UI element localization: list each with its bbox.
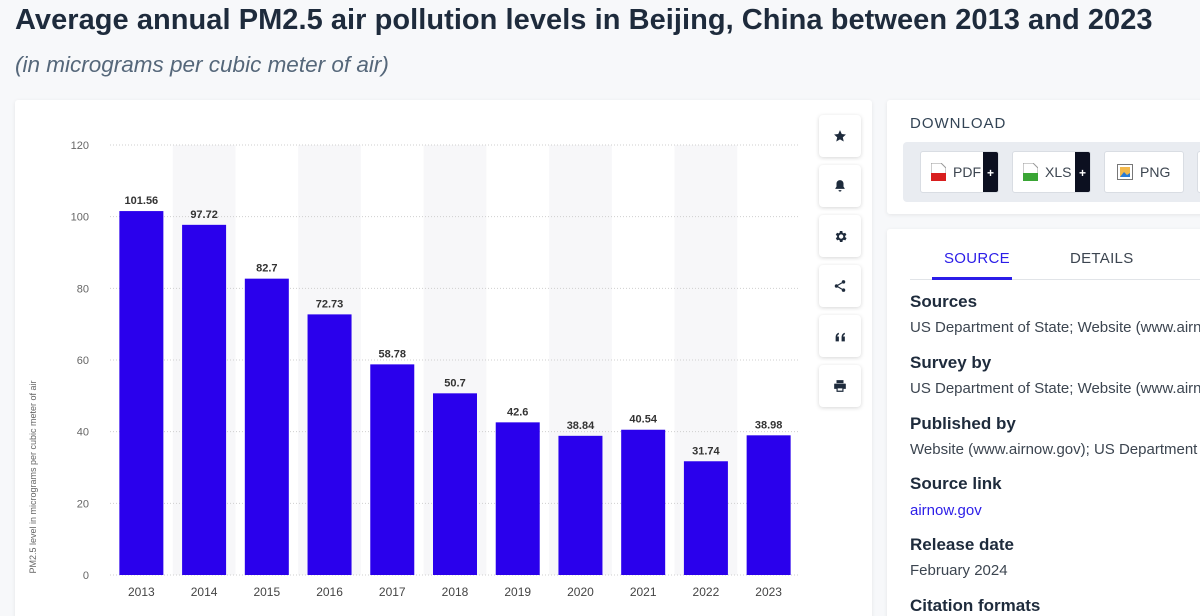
x-tick-label: 2019 <box>504 585 531 599</box>
bar <box>244 278 289 575</box>
bar-value-label: 97.72 <box>190 209 218 221</box>
bar <box>307 314 352 575</box>
sources-value: US Department of State; Website (www.air… <box>910 319 1200 336</box>
y-tick-label: 100 <box>71 212 89 224</box>
y-tick-label: 0 <box>83 570 89 582</box>
bar-value-label: 38.98 <box>755 419 783 431</box>
y-tick-label: 40 <box>77 427 89 439</box>
x-tick-label: 2013 <box>128 585 155 599</box>
y-tick-label: 120 <box>71 140 89 152</box>
bar <box>495 422 540 575</box>
page-subtitle: (in micrograms per cubic meter of air) <box>15 52 389 77</box>
xls-label: XLS <box>1045 164 1072 180</box>
bar <box>433 393 477 575</box>
published-heading: Published by <box>910 414 1016 433</box>
bar-value-label: 58.78 <box>379 348 407 360</box>
share-button[interactable] <box>819 265 861 307</box>
source-link[interactable]: airnow.gov <box>910 502 982 519</box>
xls-file-icon <box>1023 163 1038 181</box>
bell-icon <box>835 180 845 192</box>
x-tick-label: 2016 <box>316 585 343 599</box>
x-tick-label: 2021 <box>630 585 657 599</box>
pdf-label: PDF <box>953 164 981 180</box>
tab-details[interactable]: DETAILS <box>1070 250 1134 267</box>
bar-value-label: 40.54 <box>629 414 657 426</box>
y-tick-label: 20 <box>77 498 89 510</box>
bar <box>558 435 603 575</box>
bar-value-label: 42.6 <box>507 406 528 418</box>
bar-value-label: 38.84 <box>567 420 595 432</box>
xls-download-button[interactable]: XLS + <box>1012 151 1091 193</box>
more-download-button[interactable] <box>1197 151 1200 193</box>
source-link-heading: Source link <box>910 474 1002 493</box>
x-tick-label: 2022 <box>693 585 720 599</box>
share-icon <box>834 280 846 292</box>
release-date-value: February 2024 <box>910 562 1008 579</box>
x-tick-label: 2015 <box>253 585 280 599</box>
survey-heading: Survey by <box>910 353 992 372</box>
bar <box>370 364 415 575</box>
pdf-plus-icon: + <box>983 152 998 192</box>
bar <box>119 211 164 575</box>
x-tick-label: 2014 <box>191 585 218 599</box>
download-bar: PDF + XLS + PNG <box>903 142 1200 202</box>
y-axis-label: PM2.5 level in micrograms per cubic mete… <box>28 380 38 574</box>
x-tick-label: 2020 <box>567 585 594 599</box>
bar-value-label: 50.7 <box>444 377 465 389</box>
xls-plus-icon: + <box>1075 152 1090 192</box>
pdf-download-button[interactable]: PDF + <box>920 151 999 193</box>
tab-source[interactable]: SOURCE <box>944 250 1010 267</box>
quote-icon <box>835 332 845 341</box>
y-tick-label: 80 <box>77 283 89 295</box>
bar <box>621 429 666 575</box>
y-tick-label: 60 <box>77 355 89 367</box>
bar <box>182 224 227 575</box>
page-title: Average annual PM2.5 air pollution level… <box>15 4 1153 36</box>
cite-button[interactable] <box>819 315 861 357</box>
bar-value-label: 72.73 <box>316 298 344 310</box>
image-file-icon <box>1117 164 1133 180</box>
chart-card: 0 20 40 60 80 100 120 101.56 2013 97.72 2014 82.7 20… <box>15 100 872 616</box>
bar-value-label: 31.74 <box>692 445 720 457</box>
x-tick-label: 2023 <box>755 585 782 599</box>
pdf-file-icon <box>931 163 946 181</box>
png-label: PNG <box>1140 164 1171 180</box>
citation-heading: Citation formats <box>910 596 1041 615</box>
sources-heading: Sources <box>910 292 978 311</box>
active-tab-indicator <box>932 277 1012 280</box>
download-card: DOWNLOAD PDF + XLS + PNG <box>887 100 1200 214</box>
gear-icon <box>835 230 847 242</box>
bar-chart: 0 20 40 60 80 100 120 101.56 2013 97.72 2014 82.7 20… <box>71 140 800 599</box>
png-download-button[interactable]: PNG <box>1104 151 1184 193</box>
bar-value-label: 82.7 <box>256 263 277 275</box>
survey-value: US Department of State; Website (www.air… <box>910 380 1200 397</box>
favorite-button[interactable] <box>819 115 861 157</box>
star-icon <box>834 130 846 142</box>
bar-value-label: 101.56 <box>125 195 159 207</box>
release-date-heading: Release date <box>910 535 1014 554</box>
settings-button[interactable] <box>819 215 861 257</box>
source-card: SOURCE DETAILS Sources US Department of … <box>887 229 1200 616</box>
download-title: DOWNLOAD <box>910 115 1007 132</box>
bar <box>683 461 728 575</box>
bar <box>746 435 791 575</box>
notification-button[interactable] <box>819 165 861 207</box>
printer-icon <box>834 380 846 392</box>
tab-divider <box>910 279 1200 280</box>
x-tick-label: 2018 <box>442 585 469 599</box>
published-value: Website (www.airnow.gov); US Department … <box>910 441 1200 458</box>
x-tick-label: 2017 <box>379 585 406 599</box>
print-button[interactable] <box>819 365 861 407</box>
